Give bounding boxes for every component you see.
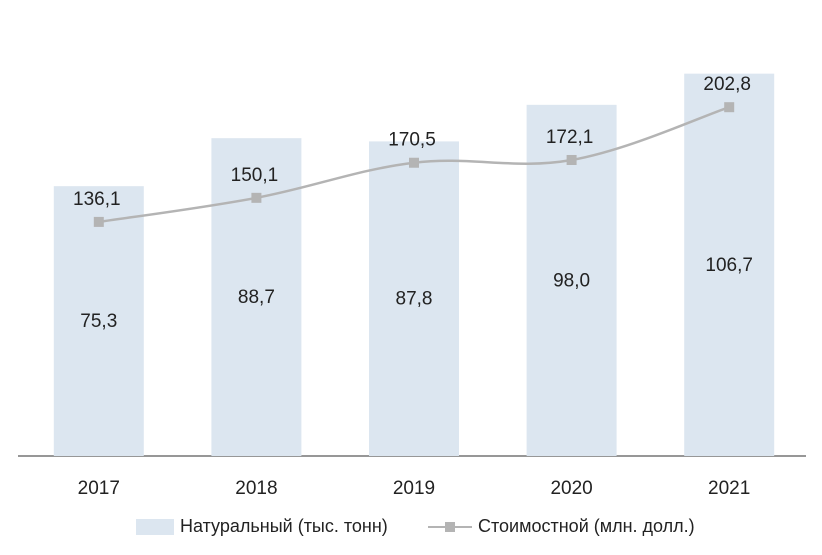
x-tick-label: 2020 (550, 478, 592, 499)
line-marker-2020 (566, 154, 577, 165)
line-marker-2017 (93, 216, 104, 227)
line-data-label: 202,8 (703, 74, 751, 95)
legend-item-line: Стоимостной (млн. долл.) (428, 516, 695, 537)
bar-2021 (684, 73, 775, 457)
bar-data-label: 88,7 (238, 287, 275, 308)
legend-item-bar: Натуральный (тыс. тонн) (136, 516, 388, 537)
bar-2019 (369, 141, 459, 456)
line-data-label: 172,1 (546, 127, 594, 148)
bar-data-label: 98,0 (553, 270, 590, 291)
bar-data-label: 106,7 (705, 255, 753, 276)
line-marker-2018 (251, 192, 262, 203)
bar-2017 (53, 186, 144, 457)
x-tick-label: 2021 (708, 478, 750, 499)
line-data-label: 170,5 (388, 130, 436, 151)
line-series (93, 102, 735, 227)
x-tick-label: 2019 (393, 478, 435, 499)
bar-data-label: 75,3 (80, 311, 117, 332)
line-data-label: 150,1 (231, 165, 279, 186)
legend-line-swatch (428, 519, 472, 535)
legend-line-label: Стоимостной (млн. долл.) (478, 516, 695, 536)
combo-chart: 2017 2018 2019 2020 2021 75,3 88,7 87,8 98,0 106… (18, 73, 806, 499)
x-tick-labels: 2017 2018 2019 2020 2021 (78, 478, 751, 499)
line-marker-2021 (724, 102, 735, 113)
data-labels: 75,3 88,7 87,8 98,0 106,7 136,1 150,1 170,5 172,… (73, 74, 753, 332)
x-tick-label: 2018 (235, 478, 277, 499)
bar-data-label: 87,8 (396, 289, 433, 310)
x-tick-label: 2017 (78, 478, 120, 499)
line-marker-2019 (409, 157, 419, 168)
legend-bar-label: Натуральный (тыс. тонн) (180, 516, 388, 536)
legend-bar-swatch (136, 518, 174, 535)
line-data-label: 136,1 (73, 189, 121, 210)
legend: Натуральный (тыс. тонн) Стоимостной (млн… (0, 516, 822, 546)
